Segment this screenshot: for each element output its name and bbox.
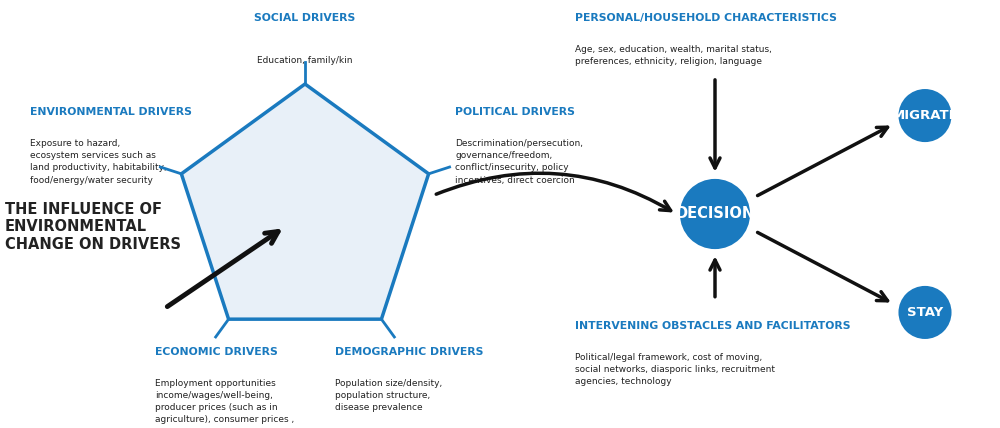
Ellipse shape [898,286,952,339]
Text: Education, family/kin: Education, family/kin [257,56,353,65]
Text: PERSONAL/HOUSEHOLD CHARACTERISTICS: PERSONAL/HOUSEHOLD CHARACTERISTICS [575,13,837,23]
Text: Population size/density,
population structure,
disease prevalence: Population size/density, population stru… [335,379,442,412]
Text: POLITICAL DRIVERS: POLITICAL DRIVERS [455,107,575,117]
Ellipse shape [680,179,750,249]
Text: THE INFLUENCE OF
ENVIRONMENTAL
CHANGE ON DRIVERS: THE INFLUENCE OF ENVIRONMENTAL CHANGE ON… [5,202,181,252]
Text: DEMOGRAPHIC DRIVERS: DEMOGRAPHIC DRIVERS [335,347,483,357]
Text: Political/legal framework, cost of moving,
social networks, diasporic links, rec: Political/legal framework, cost of movin… [575,353,775,386]
Text: DECISION: DECISION [675,206,755,222]
Text: ENVIRONMENTAL DRIVERS: ENVIRONMENTAL DRIVERS [30,107,192,117]
Text: INTERVENING OBSTACLES AND FACILITATORS: INTERVENING OBSTACLES AND FACILITATORS [575,321,850,331]
Polygon shape [181,84,429,319]
Text: Employment opportunities
income/wages/well-being,
producer prices (such as in
ag: Employment opportunities income/wages/we… [155,379,294,424]
Text: Descrimination/persecution,
governance/freedom,
conflict/insecurity, policy
ince: Descrimination/persecution, governance/f… [455,139,583,184]
Text: SOCIAL DRIVERS: SOCIAL DRIVERS [254,13,356,23]
Text: Age, sex, education, wealth, marital status,
preferences, ethnicity, religion, l: Age, sex, education, wealth, marital sta… [575,45,772,66]
Text: Exposure to hazard,
ecosystem services such as
land productivity, habitability,
: Exposure to hazard, ecosystem services s… [30,139,167,184]
Text: MIGRATE: MIGRATE [892,109,958,122]
Text: STAY: STAY [907,306,943,319]
Text: ECONOMIC DRIVERS: ECONOMIC DRIVERS [155,347,278,357]
Ellipse shape [898,89,952,142]
